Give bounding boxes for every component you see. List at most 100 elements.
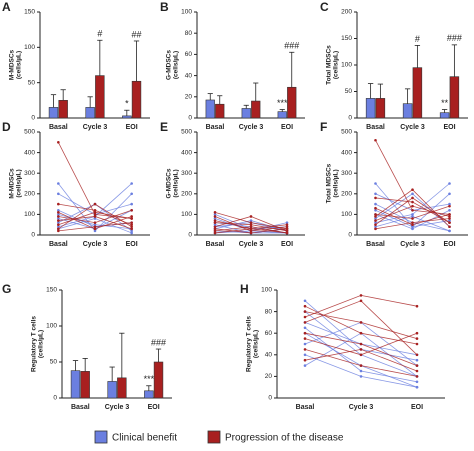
patient-point	[213, 225, 217, 229]
error-bar	[367, 83, 374, 99]
legend-swatch	[94, 430, 108, 444]
y-axis-label: (cells/µL)	[333, 51, 340, 79]
patient-point	[374, 225, 377, 229]
patient-point	[285, 227, 289, 231]
x-tick-label: Cycle 3	[239, 124, 264, 131]
patient-point	[130, 215, 133, 218]
x-tick-label: Basal	[71, 404, 90, 411]
patient-point	[359, 353, 363, 357]
patient-point	[130, 208, 133, 212]
y-tick-label: 500	[181, 129, 192, 136]
bar	[117, 377, 127, 399]
patient-point	[448, 217, 451, 220]
patient-point	[93, 208, 97, 212]
patient-point	[57, 217, 60, 220]
patient-point	[57, 202, 60, 206]
patient-point	[213, 231, 217, 235]
patient-point	[57, 229, 60, 233]
y-tick-label: 300	[181, 170, 192, 177]
panel-letter: F	[320, 120, 327, 134]
error-bar	[155, 348, 162, 362]
y-axis-label: (cells/µL)	[333, 169, 340, 197]
patient-point	[359, 348, 363, 351]
x-tick-label: Basal	[296, 404, 315, 411]
bar	[122, 115, 132, 119]
y-tick-label: 100	[24, 44, 35, 51]
patient-point	[249, 227, 253, 231]
y-tick-label: 60	[185, 51, 193, 58]
x-tick-label: Basal	[366, 241, 385, 248]
patient-point	[411, 204, 414, 208]
patient-point	[303, 364, 307, 367]
patient-point	[93, 211, 97, 214]
bar	[439, 112, 450, 119]
bar	[412, 67, 423, 119]
y-tick-label: 40	[185, 72, 193, 79]
y-tick-label: 50	[28, 79, 36, 86]
error-bar	[82, 357, 88, 372]
patient-point	[411, 192, 414, 196]
significance-mark: ***	[144, 374, 155, 384]
patient-point	[411, 215, 414, 218]
significance-mark: #	[415, 34, 420, 44]
bar	[48, 107, 59, 119]
patient-point	[411, 227, 414, 231]
patient-point	[130, 202, 133, 206]
y-tick-label: 40	[265, 352, 273, 359]
x-tick-label: Basal	[366, 124, 385, 131]
patient-point	[57, 213, 60, 216]
y-tick-label: 0	[188, 232, 192, 239]
error-bar	[279, 109, 285, 112]
x-tick-label: Basal	[49, 241, 68, 248]
y-tick-label: 300	[341, 170, 352, 177]
error-bar	[109, 366, 115, 382]
error-bar	[60, 89, 66, 101]
patient-point	[303, 358, 307, 362]
bar	[365, 98, 376, 119]
patient-point	[130, 223, 133, 226]
patient-point	[448, 192, 451, 196]
y-axis-label: G-MDSCs	[166, 50, 173, 80]
patient-point	[213, 213, 217, 216]
patient-point	[374, 206, 377, 210]
significance-mark: ###	[447, 33, 462, 43]
patient-point	[285, 231, 289, 235]
y-tick-label: 0	[348, 115, 352, 122]
patient-point	[93, 225, 97, 229]
bar	[449, 76, 460, 119]
x-tick-label: Cycle 3	[400, 124, 425, 131]
x-tick-label: Basal	[206, 124, 225, 131]
patient-point	[213, 219, 217, 222]
bar	[131, 80, 142, 119]
y-tick-label: 20	[265, 373, 273, 380]
bar	[251, 100, 261, 119]
patient-point	[303, 348, 307, 351]
y-tick-label: 400	[341, 149, 352, 156]
patient-point	[303, 304, 307, 308]
bar	[144, 390, 154, 399]
panel-letter: B	[160, 0, 169, 14]
error-bar	[289, 51, 295, 88]
patient-point	[93, 227, 97, 231]
patient-point	[57, 223, 60, 226]
patient-point	[415, 385, 419, 389]
patient-point	[359, 342, 363, 346]
patient-point	[448, 221, 451, 224]
error-bar	[404, 88, 411, 104]
y-tick-label: 150	[24, 9, 35, 16]
patient-point	[57, 211, 60, 214]
x-tick-label: Cycle 3	[83, 124, 108, 131]
error-bar	[414, 44, 421, 68]
bar	[58, 100, 68, 119]
y-tick-label: 200	[341, 191, 352, 198]
y-tick-label: 100	[261, 287, 272, 294]
patient-point	[374, 182, 377, 185]
patient-point	[374, 192, 377, 196]
y-tick-label: 100	[181, 211, 192, 218]
y-tick-label: 0	[31, 232, 35, 239]
patient-point	[359, 321, 363, 324]
patient-point	[448, 182, 451, 185]
patient-point	[303, 310, 307, 313]
significance-mark: ###	[151, 337, 166, 347]
